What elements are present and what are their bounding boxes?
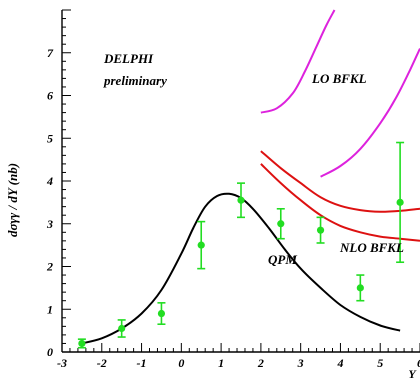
x-tick-label: 5 <box>377 356 383 370</box>
data-point <box>157 309 166 318</box>
data-point <box>237 196 245 204</box>
x-axis-label: Y <box>408 367 417 379</box>
y-tick-label: 3 <box>46 217 53 231</box>
y-tick-label: 1 <box>47 302 53 316</box>
x-axis-ticks: -3 -2 -1 0 1 2 3 4 5 6 <box>57 343 420 370</box>
y-axis-label: dσγγ / dY (nb) <box>5 163 20 237</box>
x-tick-label: 0 <box>178 356 184 370</box>
x-tick-label: 2 <box>257 356 264 370</box>
y-tick-label: 4 <box>46 174 53 188</box>
data-point <box>316 226 325 234</box>
curve-lo-bfkl-lower <box>260 9 336 114</box>
experiment-label: DELPHI <box>103 51 154 66</box>
data-point <box>396 198 404 206</box>
curves <box>81 9 420 345</box>
y-tick-label: 7 <box>47 46 54 60</box>
x-tick-label: -2 <box>97 356 107 370</box>
qpm-label: QPM <box>268 252 297 267</box>
status-label: preliminary <box>103 73 167 88</box>
y-tick-label: 6 <box>47 89 53 103</box>
x-tick-label: -3 <box>57 356 67 370</box>
curve-qpm <box>81 192 401 345</box>
curve-nlo-bfkl-upper <box>260 150 420 213</box>
data-point <box>197 241 205 249</box>
y-axis-ticks: 0 1 2 3 4 5 6 7 <box>46 9 71 359</box>
curve-nlo-bfkl-lower <box>260 163 420 242</box>
x-tick-label: 1 <box>218 356 224 370</box>
x-tick-label: 4 <box>336 356 343 370</box>
y-tick-label: 0 <box>47 345 53 359</box>
x-tick-label: -1 <box>137 356 147 370</box>
data-point <box>356 284 364 292</box>
curve-lo-bfkl-upper <box>320 48 420 178</box>
y-tick-label: 5 <box>47 131 53 145</box>
y-tick-label: 2 <box>46 260 53 274</box>
data-point <box>78 339 86 348</box>
x-tick-label: 3 <box>297 356 304 370</box>
data-point <box>118 324 126 333</box>
lo-bfkl-label: LO BFKL <box>311 71 367 86</box>
x-tick-label: 6 <box>417 356 420 370</box>
data-points <box>77 141 405 349</box>
data-point <box>277 220 285 228</box>
nlo-bfkl-label: NLO BFKL <box>339 240 404 255</box>
